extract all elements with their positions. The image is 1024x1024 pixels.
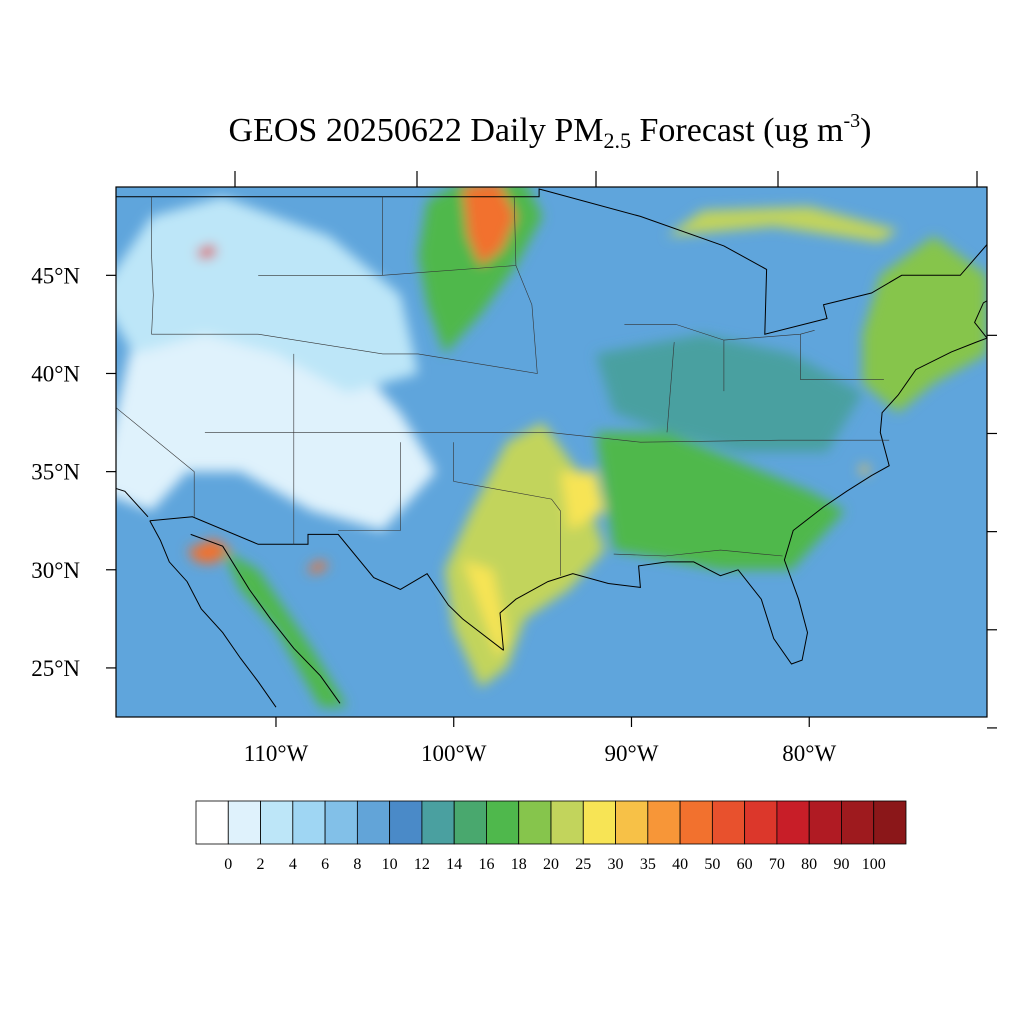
us-canada-border — [116, 188, 987, 335]
colorbar-swatch — [550, 800, 584, 845]
state-lines-5 — [338, 442, 401, 531]
colorbar-label: 40 — [672, 856, 688, 873]
pm25-region-pacific-nw-clean — [116, 196, 419, 394]
colorbar-swatch — [841, 800, 875, 845]
colorbar-label: 6 — [321, 856, 329, 873]
map-frame — [115, 186, 988, 718]
colorbar-label: 60 — [737, 856, 753, 873]
lon-tick-label: 80°W — [782, 741, 836, 766]
colorbar-swatch — [453, 800, 487, 845]
colorbar: 0 2 4 6 8 10 12 14 16 18 20 25 30 35 40 50 60 70 80 90 100 — [195, 800, 907, 873]
pm25-region-idaho-fire — [196, 243, 218, 260]
title-mid: Forecast (ug m — [631, 112, 844, 149]
colorbar-label: 90 — [833, 856, 849, 873]
lon-tick-label: 100°W — [421, 741, 487, 766]
colorbar-swatch — [679, 800, 713, 845]
colorbar-swatch — [389, 800, 423, 845]
colorbar-label: 2 — [257, 856, 265, 873]
pm25-region-arizona-sonora-fire — [187, 538, 232, 564]
colorbar-label: 14 — [446, 856, 462, 873]
colorbar-label: 16 — [478, 856, 494, 873]
colorbar-swatch — [195, 800, 229, 845]
pm25-region-northern-plains-smoke-core — [462, 187, 516, 266]
colorbar-label: 100 — [862, 856, 886, 873]
state-lines-11 — [666, 342, 675, 433]
gulf-atlantic-coast — [499, 300, 987, 665]
colorbar-swatch — [324, 800, 358, 845]
colorbar-label: 4 — [289, 856, 297, 873]
title-superscript: -3 — [843, 110, 861, 132]
map-title: GEOS 20250622 Daily PM2.5 Forecast (ug m… — [0, 110, 1024, 153]
pm25-region-mexico-west-coast-haze — [222, 550, 348, 708]
pm25-map — [116, 187, 987, 717]
state-lines-6 — [453, 442, 561, 576]
pm25-region-nc-fire — [859, 463, 870, 476]
colorbar-swatch — [615, 800, 649, 845]
state-lines-1 — [151, 196, 538, 374]
colorbar-swatch — [808, 800, 842, 845]
colorbar-swatch — [260, 800, 294, 845]
colorbar-label: 70 — [769, 856, 785, 873]
lon-tick-label: 90°W — [605, 741, 659, 766]
colorbar-label: 8 — [353, 856, 361, 873]
colorbar-label: 35 — [640, 856, 656, 873]
lat-tick-label: 25°N — [31, 656, 80, 681]
colorbar-swatch — [776, 800, 810, 845]
colorbar-label: 18 — [511, 856, 527, 873]
colorbar-swatch — [227, 800, 261, 845]
colorbar-swatch — [711, 800, 746, 845]
title-subscript: 2.5 — [603, 128, 632, 153]
mexico-west-coast — [149, 520, 277, 708]
colorbar-label: 10 — [382, 856, 398, 873]
state-lines-9 — [613, 549, 783, 557]
state-lines-8 — [258, 265, 516, 276]
title-prefix: GEOS 20250622 Daily PM — [228, 112, 604, 149]
colorbar-swatch — [647, 800, 681, 845]
state-lines-13 — [800, 334, 884, 380]
colorbar-label: 25 — [575, 856, 591, 873]
pm25-region-texas-core — [462, 560, 508, 659]
colorbar-label: 0 — [224, 856, 232, 873]
pm25-region-canada-smoke-band — [667, 206, 899, 242]
lat-tick-label: 45°N — [31, 263, 80, 288]
colorbar-label: 12 — [414, 856, 430, 873]
colorbar-label: 50 — [704, 856, 720, 873]
colorbar-swatch — [486, 800, 520, 845]
pm25-region-nm-fire — [306, 560, 330, 574]
pm25-region-ohio-valley — [595, 334, 863, 452]
colorbar-swatch — [873, 800, 907, 845]
colorbar-swatch — [582, 800, 616, 845]
us-mexico-border — [149, 516, 504, 651]
colorbar-swatch — [356, 800, 391, 845]
longitude-axis: 110°W 100°W 90°W 80°W — [234, 171, 978, 766]
title-suffix: ) — [860, 112, 872, 149]
lat-tick-label: 35°N — [31, 460, 80, 485]
colorbar-label: 80 — [801, 856, 817, 873]
colorbar-label: 20 — [543, 856, 559, 873]
latitude-axis: 45°N 40°N 35°N 30°N 25°N — [31, 263, 997, 729]
coastline-border-layer — [116, 188, 987, 708]
pm25-region-arkansas-core — [560, 471, 605, 531]
colorbar-swatch — [518, 800, 552, 845]
state-lines-2 — [116, 407, 195, 517]
pm25-region-southeast-moderate — [595, 432, 845, 570]
colorbar-swatch — [292, 800, 326, 845]
colorbar-swatch — [421, 800, 455, 845]
colorbar-swatch — [744, 800, 778, 845]
colorbar-label: 30 — [608, 856, 624, 873]
lat-tick-label: 40°N — [31, 361, 80, 386]
pm25-region-northern-plains-smoke — [418, 187, 543, 354]
pm25-field-layer — [116, 187, 987, 708]
lon-tick-label: 110°W — [244, 741, 309, 766]
gulf-of-california-east — [190, 533, 341, 704]
lat-tick-label: 30°N — [31, 558, 80, 583]
